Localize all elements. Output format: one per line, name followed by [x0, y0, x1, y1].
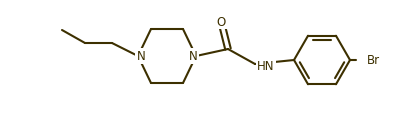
Text: N: N [136, 50, 145, 63]
Text: O: O [216, 15, 225, 28]
Text: N: N [188, 50, 197, 63]
Text: Br: Br [366, 54, 379, 67]
Text: HN: HN [256, 59, 274, 72]
